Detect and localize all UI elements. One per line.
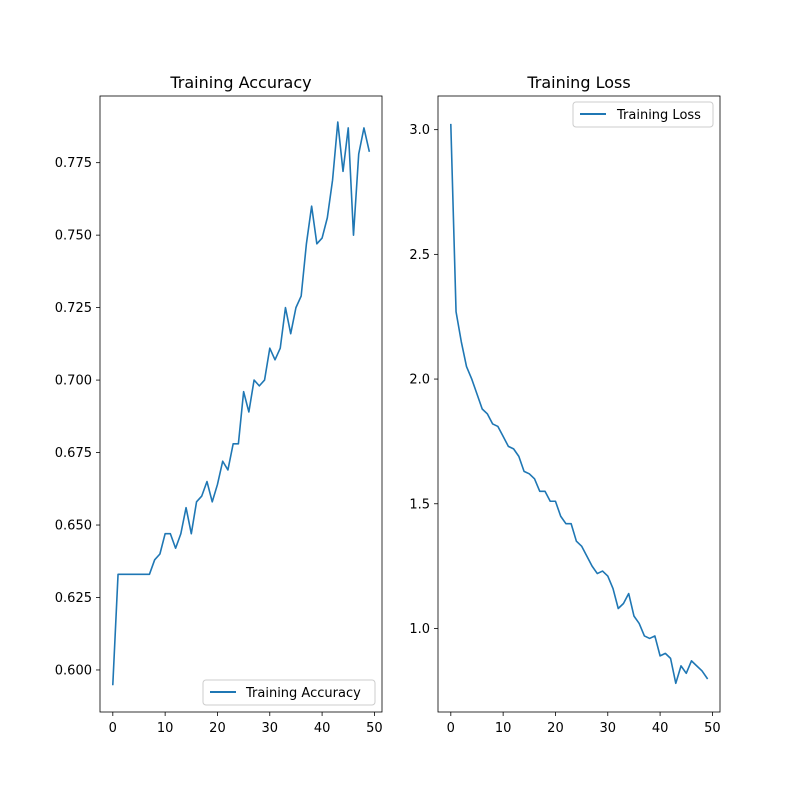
loss-chart-x-tick-label: 40 bbox=[652, 721, 669, 736]
accuracy-chart-x-tick-label: 20 bbox=[209, 721, 226, 736]
loss-chart-y-tick-label: 1.0 bbox=[409, 622, 430, 637]
accuracy-chart-x-tick-label: 10 bbox=[157, 721, 174, 736]
accuracy-chart-y-tick-label: 0.700 bbox=[55, 374, 92, 389]
accuracy-chart-y-tick-label: 0.725 bbox=[55, 301, 92, 316]
accuracy-chart-x-tick-label: 50 bbox=[366, 721, 383, 736]
loss-chart-x-tick-label: 20 bbox=[547, 721, 564, 736]
accuracy-chart-y-tick-label: 0.625 bbox=[55, 591, 92, 606]
accuracy-chart-legend-label: Training Accuracy bbox=[245, 686, 361, 701]
loss-chart-y-tick-label: 2.0 bbox=[409, 373, 430, 388]
accuracy-chart-x-tick-label: 30 bbox=[262, 721, 279, 736]
loss-chart-x-tick-label: 30 bbox=[600, 721, 617, 736]
accuracy-chart-y-tick-label: 0.650 bbox=[55, 519, 92, 534]
accuracy-chart-legend: Training Accuracy bbox=[203, 680, 375, 705]
accuracy-chart-y-tick-label: 0.675 bbox=[55, 446, 92, 461]
loss-chart-y-tick-label: 2.5 bbox=[409, 248, 430, 263]
loss-chart-y-tick-label: 3.0 bbox=[409, 123, 430, 138]
accuracy-chart-y-tick-label: 0.775 bbox=[55, 156, 92, 171]
accuracy-chart-y-tick-label: 0.600 bbox=[55, 663, 92, 678]
loss-chart-x-tick-label: 0 bbox=[447, 721, 455, 736]
accuracy-chart-title: Training Accuracy bbox=[169, 73, 311, 92]
loss-chart-title: Training Loss bbox=[526, 73, 630, 92]
loss-chart-y-tick-label: 1.5 bbox=[409, 497, 430, 512]
loss-chart-x-tick-label: 50 bbox=[704, 721, 721, 736]
loss-chart-legend: Training Loss bbox=[573, 102, 713, 127]
loss-chart-x-tick-label: 10 bbox=[495, 721, 512, 736]
loss-chart-legend-label: Training Loss bbox=[616, 108, 701, 123]
accuracy-chart-y-tick-label: 0.750 bbox=[55, 229, 92, 244]
accuracy-chart-x-tick-label: 40 bbox=[314, 721, 331, 736]
accuracy-chart-x-tick-label: 0 bbox=[109, 721, 117, 736]
